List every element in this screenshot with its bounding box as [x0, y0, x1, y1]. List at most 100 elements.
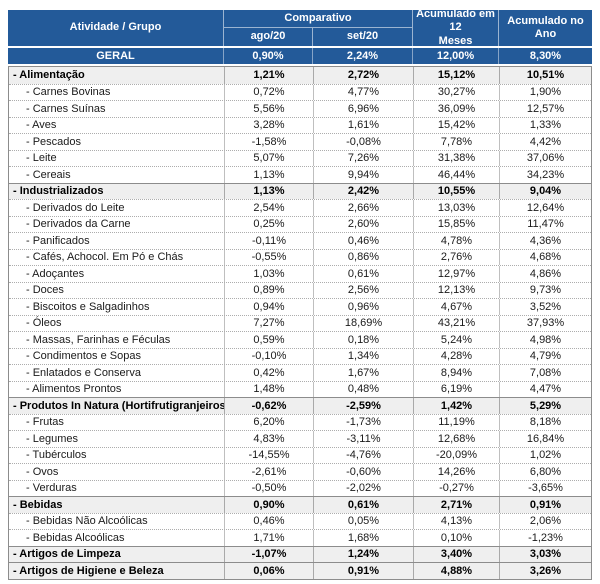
value-cell: 4,67% [413, 299, 499, 315]
value-cell: 1,13% [224, 183, 313, 199]
value-cell: 9,94% [313, 167, 413, 183]
value-cell: 14,26% [413, 464, 499, 480]
value-cell: 4,77% [313, 84, 413, 100]
value-cell: -1,23% [499, 530, 591, 546]
value-cell: 1,42% [413, 398, 499, 414]
table-row: - Doces 0,89% 2,56% 12,13% 9,73% [9, 281, 591, 298]
value-cell: 1,33% [499, 117, 591, 133]
price-variation-table: Atividade / Grupo Comparativo ago/20 set… [8, 8, 592, 580]
value-cell: 1,02% [499, 447, 591, 463]
value-cell: 6,80% [499, 464, 591, 480]
table-row: - Cereais 1,13% 9,94% 46,44% 34,23% [9, 166, 591, 183]
value-cell: 4,42% [499, 134, 591, 150]
value-cell: 4,83% [224, 431, 313, 447]
table-row: - Carnes Suínas 5,56% 6,96% 36,09% 12,57% [9, 100, 591, 117]
activity-label: - Cereais [26, 168, 71, 181]
value-cell: -0,27% [413, 480, 499, 496]
activity-label: - Artigos de Higiene e Beleza [13, 564, 164, 577]
value-cell: -1,73% [313, 414, 413, 430]
activity-label: - Doces [26, 284, 64, 297]
value-cell: 9,73% [499, 282, 591, 298]
value-cell: 8,94% [413, 365, 499, 381]
value-cell: 7,27% [224, 315, 313, 331]
value-cell: 7,78% [413, 134, 499, 150]
table-row: - Legumes 4,83% -3,11% 12,68% 16,84% [9, 430, 591, 447]
value-cell: 4,86% [499, 266, 591, 282]
value-cell: 0,25% [224, 216, 313, 232]
activity-label: - Verduras [26, 482, 77, 495]
value-cell: 0,06% [224, 563, 313, 579]
value-cell: 2,42% [313, 183, 413, 199]
value-cell: 1,34% [313, 348, 413, 364]
activity-label: - Carnes Bovinas [26, 86, 111, 99]
value-cell: 1,67% [313, 365, 413, 381]
table-row: - Carnes Bovinas 0,72% 4,77% 30,27% 1,90% [9, 83, 591, 100]
activity-label: - Ovos [26, 465, 59, 478]
header-comparative: Comparativo [223, 10, 412, 28]
value-cell: 46,44% [413, 167, 499, 183]
value-cell: 12,68% [413, 431, 499, 447]
activity-label: - Alimentos Prontos [26, 383, 122, 396]
value-cell: 7,26% [313, 150, 413, 166]
value-cell: 4,68% [499, 249, 591, 265]
value-cell: -20,09% [413, 447, 499, 463]
activity-label: - Condimentos e Sopas [26, 350, 141, 363]
header-aug-20: ago/20 [223, 28, 312, 46]
table-row: - Aves 3,28% 1,61% 15,42% 1,33% [9, 116, 591, 133]
value-cell: 5,56% [224, 101, 313, 117]
activity-label: - Aves [26, 119, 57, 132]
value-cell: -0,11% [224, 233, 313, 249]
table-row: - Artigos de Limpeza -1,07% 1,24% 3,40% 3,03… [9, 545, 591, 562]
table-row: - Alimentos Prontos 1,48% 0,48% 6,19% 4,47% [9, 380, 591, 397]
table-row: - Tubérculos -14,55% -4,76% -20,09% 1,02% [9, 446, 591, 463]
value-cell: 1,71% [224, 530, 313, 546]
value-cell: 12,13% [413, 282, 499, 298]
table-row: - Derivados do Leite 2,54% 2,66% 13,03% 12,6… [9, 199, 591, 216]
value-cell: 6,20% [224, 414, 313, 430]
value-cell: 0,42% [224, 365, 313, 381]
value-cell: -3,65% [499, 480, 591, 496]
activity-label: - Derivados da Carne [26, 218, 131, 231]
table-row: - Bebidas Alcoólicas 1,71% 1,68% 0,10% -1,23… [9, 529, 591, 546]
value-cell: 0,10% [413, 530, 499, 546]
table-row: - Produtos In Natura (Hortifrutigranjeir… [9, 397, 591, 414]
table-row: - Óleos 7,27% 18,69% 43,21% 37,93% [9, 314, 591, 331]
value-cell: 0,90% [224, 497, 313, 513]
value-cell: 4,36% [499, 233, 591, 249]
value-cell: 1,48% [224, 381, 313, 397]
value-cell: 0,59% [224, 332, 313, 348]
value-cell: -3,11% [313, 431, 413, 447]
value-cell: 43,21% [413, 315, 499, 331]
activity-label: - Legumes [26, 432, 78, 445]
value-cell: 6,19% [413, 381, 499, 397]
value-cell: 2,24% [312, 48, 412, 64]
value-cell: 8,30% [498, 48, 592, 64]
value-cell: 2,76% [413, 249, 499, 265]
activity-label: - Biscoitos e Salgadinhos [26, 300, 150, 313]
total-row: GERAL 0,90% 2,24% 12,00% 8,30% [8, 48, 592, 64]
activity-label: - Enlatados e Conserva [26, 366, 141, 379]
value-cell: 3,40% [413, 546, 499, 562]
value-cell: 4,47% [499, 381, 591, 397]
activity-label: - Carnes Suínas [26, 102, 106, 115]
value-cell: 5,29% [499, 398, 591, 414]
activity-label: - Adoçantes [26, 267, 85, 280]
activity-label: - Tubérculos [26, 449, 87, 462]
value-cell: -0,62% [224, 398, 313, 414]
value-cell: 0,48% [313, 381, 413, 397]
table-row: - Bebidas Não Alcoólicas 0,46% 0,05% 4,13% 2… [9, 512, 591, 529]
value-cell: 11,19% [413, 414, 499, 430]
value-cell: 0,90% [223, 48, 312, 64]
value-cell: 0,46% [313, 233, 413, 249]
value-cell: 7,08% [499, 365, 591, 381]
table-row: - Bebidas 0,90% 0,61% 2,71% 0,91% [9, 496, 591, 513]
activity-label: - Óleos [26, 317, 62, 330]
value-cell: 34,23% [499, 167, 591, 183]
table-row: - Biscoitos e Salgadinhos 0,94% 0,96% 4,67%… [9, 298, 591, 315]
value-cell: 8,18% [499, 414, 591, 430]
table-row: - Frutas 6,20% -1,73% 11,19% 8,18% [9, 413, 591, 430]
activity-label: - Alimentação [13, 69, 85, 82]
value-cell: 5,24% [413, 332, 499, 348]
value-cell: -2,59% [313, 398, 413, 414]
value-cell: -0,10% [224, 348, 313, 364]
